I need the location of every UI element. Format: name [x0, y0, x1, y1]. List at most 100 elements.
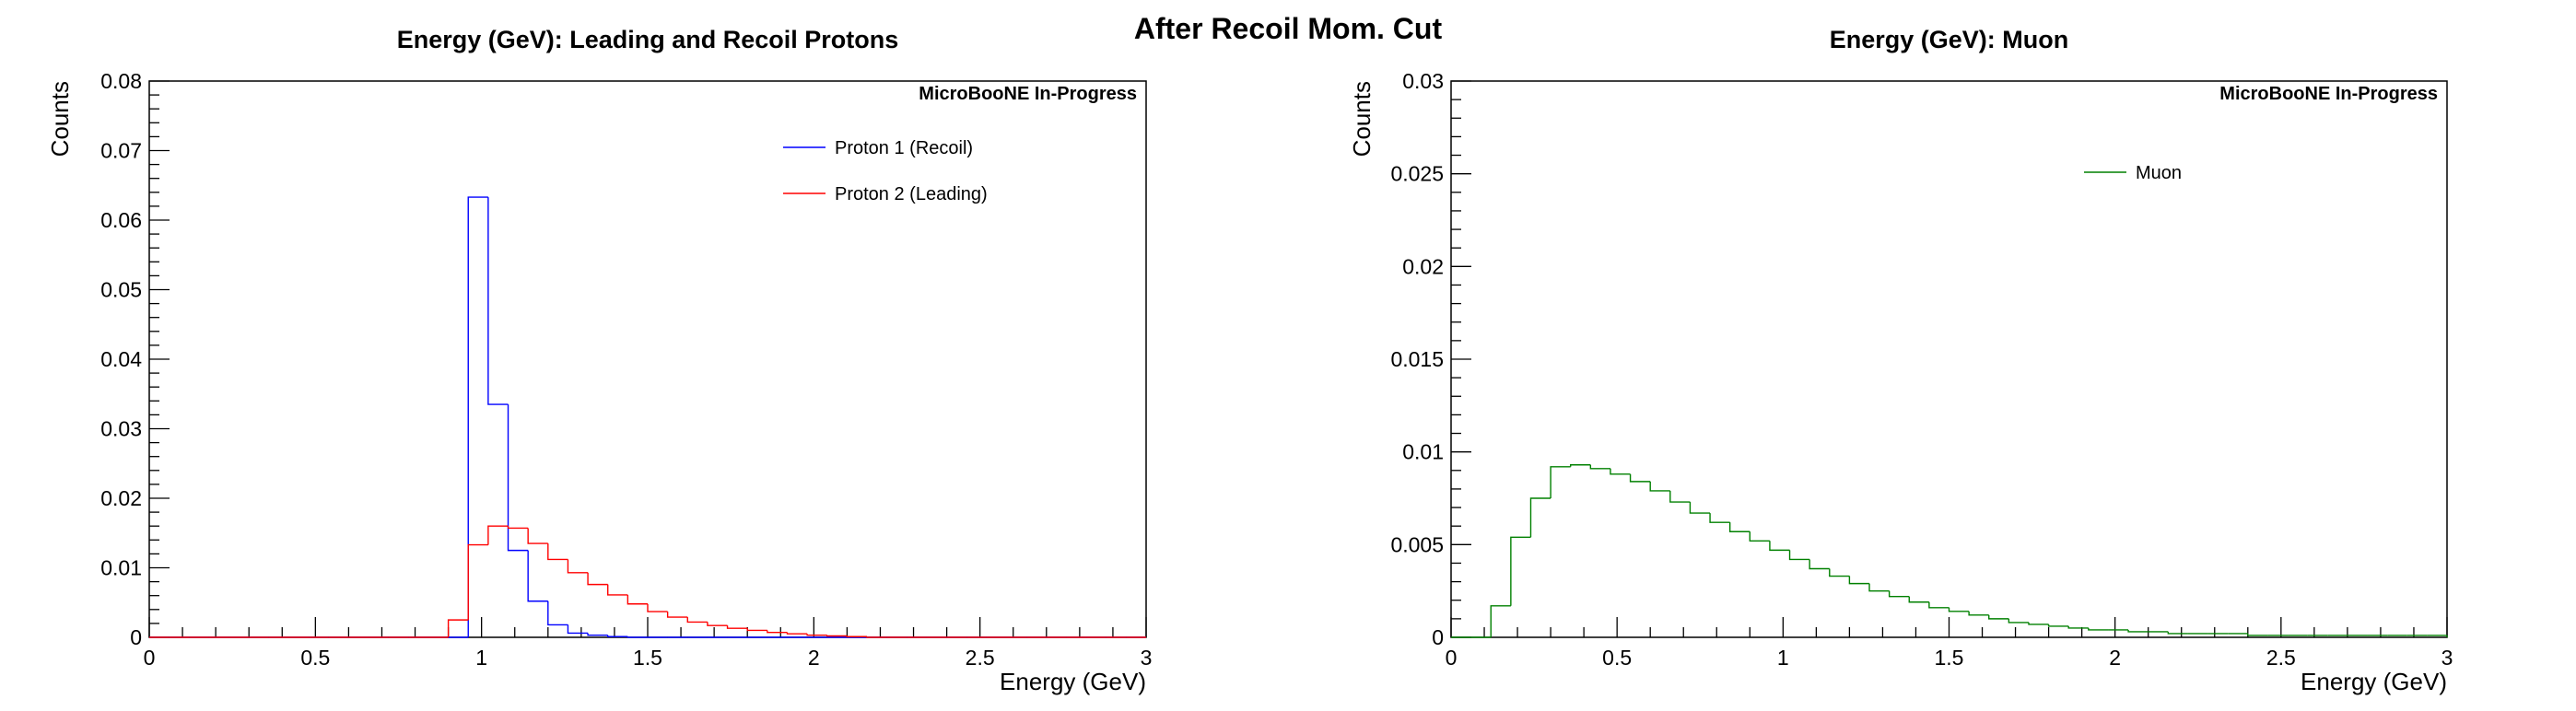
x-tick-label: 1	[475, 646, 487, 670]
histogram-bin	[587, 572, 608, 586]
y-axis-label: Counts	[1348, 81, 1376, 157]
histogram-bin	[1689, 502, 1711, 514]
histogram-bin	[2167, 631, 2188, 635]
histogram-bin	[1888, 590, 1910, 598]
y-tick-label: 0.07	[100, 139, 142, 163]
histogram-bin	[746, 628, 767, 632]
histogram-bin	[1728, 522, 1751, 532]
x-axis-label: Energy (GeV)	[1000, 668, 1146, 695]
x-tick-label: 1	[1777, 646, 1789, 670]
chart-title: Energy (GeV): Muon	[1830, 26, 2069, 53]
histogram-bin	[487, 197, 509, 405]
histogram-bin	[1570, 464, 1591, 467]
series-1	[149, 525, 1146, 638]
y-tick-label: 0.03	[100, 417, 142, 441]
x-tick-label: 2.5	[2266, 646, 2296, 670]
histogram-bin	[567, 559, 589, 574]
histogram-bin	[1749, 531, 1770, 542]
histogram-bin	[1610, 468, 1631, 475]
x-tick-label: 3	[2441, 646, 2453, 670]
histogram-bin	[547, 600, 568, 626]
histogram-bin	[1709, 513, 1730, 523]
y-tick-label: 0.06	[100, 208, 142, 232]
chart-panel-protons: Energy (GeV): Leading and Recoil Protons…	[46, 26, 1152, 695]
histogram-bin	[1868, 583, 1890, 592]
legend-label: Muon	[2136, 163, 2182, 183]
histogram-bin	[1550, 466, 1571, 498]
y-tick-label: 0.04	[100, 347, 142, 371]
histogram-bin	[2028, 622, 2049, 625]
histogram-bin	[1788, 550, 1810, 561]
histogram-bin	[527, 550, 548, 602]
legend-label: Proton 2 (Leading)	[835, 184, 988, 204]
y-tick-label: 0	[130, 625, 142, 649]
annotation-label: MicroBooNE In-Progress	[919, 84, 1137, 104]
y-tick-label: 0.025	[1390, 162, 1444, 186]
histogram-bin	[567, 624, 589, 635]
page-title: After Recoil Mom. Cut	[1134, 12, 1443, 45]
y-tick-label: 0.005	[1390, 532, 1444, 556]
histogram-bin	[1669, 490, 1691, 503]
y-tick-label: 0.01	[1402, 440, 1444, 464]
histogram-bin	[1589, 464, 1610, 470]
histogram-bin	[487, 525, 509, 545]
histogram-bin	[726, 625, 748, 629]
histogram-bin	[1848, 576, 1870, 585]
histogram-bin	[547, 543, 568, 561]
histogram-bin	[826, 635, 848, 637]
x-tick-label: 0	[144, 646, 156, 670]
histogram-bin	[1988, 614, 2009, 620]
chart-panel-muon: Energy (GeV): Muon 0 0.5 1 1.5 2 2.5 3 0 0.005 0.0…	[1348, 26, 2453, 695]
histogram-bin	[626, 636, 648, 638]
histogram-bin	[507, 404, 529, 552]
histogram-bin	[1948, 607, 1970, 612]
histogram-bin	[1928, 601, 1950, 609]
x-tick-label: 2.5	[966, 646, 995, 670]
histogram-bin	[607, 584, 628, 596]
histogram-bin	[806, 634, 827, 636]
x-tick-label: 2	[2109, 646, 2121, 670]
histogram-bin	[2088, 627, 2109, 631]
y-tick-label: 0.015	[1390, 347, 1444, 371]
x-tick-label: 3	[1141, 646, 1153, 670]
histogram-bin	[1529, 497, 1551, 538]
histogram-bin	[1829, 568, 1850, 577]
histogram-bin	[786, 632, 808, 635]
chart-title: Energy (GeV): Leading and Recoil Protons	[397, 26, 899, 53]
x-tick-label: 0.5	[300, 646, 330, 670]
x-tick-label: 0.5	[1602, 646, 1632, 670]
histogram-bin	[846, 635, 868, 637]
histogram-bin	[507, 526, 529, 530]
x-tick-label: 0	[1446, 646, 1458, 670]
histogram-bin	[866, 636, 887, 638]
histogram-bin	[767, 630, 788, 634]
histogram-bin	[686, 617, 708, 624]
histogram-bin	[1629, 473, 1651, 483]
histogram-bin	[1968, 611, 1989, 616]
histogram-bin	[2008, 618, 2029, 624]
x-tick-label: 1.5	[633, 646, 662, 670]
y-tick-label: 0.05	[100, 278, 142, 302]
y-tick-label: 0.02	[100, 486, 142, 510]
x-tick-label: 1.5	[1935, 646, 1964, 670]
histogram-bin	[1649, 481, 1670, 492]
histogram-bin	[707, 622, 728, 626]
histogram-bin	[626, 594, 648, 605]
histogram-bin	[447, 619, 469, 637]
histogram-bin	[607, 635, 628, 637]
series-0	[1451, 464, 2448, 638]
histogram-bin	[1490, 605, 1511, 637]
histogram-bin	[467, 543, 488, 621]
histogram-bin	[2127, 629, 2149, 633]
histogram-bin	[527, 528, 548, 544]
y-axis-label: Counts	[46, 81, 74, 157]
x-tick-label: 2	[808, 646, 820, 670]
histogram-bin	[647, 603, 668, 612]
x-axis-label: Energy (GeV)	[2301, 668, 2447, 695]
histogram-bin	[1769, 541, 1790, 552]
histogram-bin	[2247, 633, 2268, 636]
annotation-label: MicroBooNE In-Progress	[2219, 84, 2438, 104]
histogram-bin	[2067, 625, 2089, 629]
